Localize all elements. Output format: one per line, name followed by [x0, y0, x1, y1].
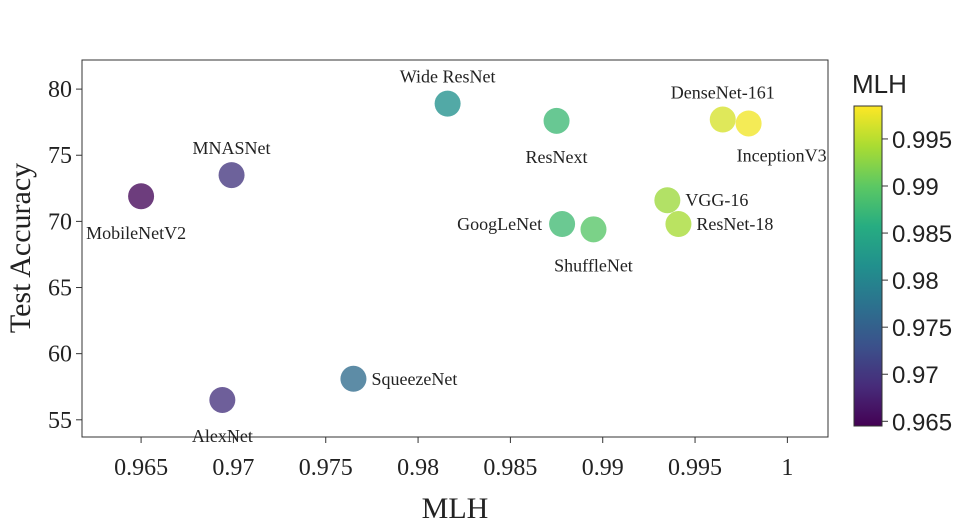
x-tick-label: 0.965 — [114, 455, 168, 481]
point-label: AlexNet — [192, 426, 253, 446]
point-label: VGG-16 — [685, 190, 748, 210]
x-tick-label: 0.975 — [299, 455, 353, 481]
colorbar-tick-label: 0.97 — [892, 362, 939, 389]
y-tick-label: 70 — [48, 209, 72, 235]
point-labels: MobileNetV2 MNASNet AlexNet SqueezeNet Wide … — [86, 67, 826, 446]
x-axis-title: MLH — [422, 492, 489, 525]
x-tick-label: 0.995 — [668, 455, 722, 481]
colorbar-tick-label: 0.965 — [892, 409, 952, 436]
plot-area — [81, 59, 829, 438]
point-label: DenseNet-161 — [671, 83, 775, 103]
y-axis-title: Test Accuracy — [4, 163, 37, 333]
x-axis: 0.965 0.97 0.975 0.98 0.985 0.99 0.995 1 — [114, 437, 793, 481]
y-tick-label: 80 — [48, 77, 72, 103]
colorbar-tick-label: 0.98 — [892, 268, 939, 295]
data-point — [434, 90, 461, 117]
data-point — [709, 106, 736, 133]
colorbar-tick-label: 0.985 — [892, 221, 952, 248]
colorbar-title: MLH — [852, 69, 907, 99]
point-label: ShuffleNet — [554, 255, 633, 275]
point-label: GoogLeNet — [457, 214, 542, 234]
point-label: ResNet-18 — [696, 214, 773, 234]
y-tick-label: 75 — [48, 143, 72, 169]
data-point — [654, 187, 681, 214]
y-tick-label: 55 — [48, 408, 72, 434]
colorbar-tick-label: 0.995 — [892, 127, 952, 154]
x-tick-label: 0.97 — [212, 455, 254, 481]
x-tick-label: 0.99 — [582, 455, 624, 481]
data-point — [209, 386, 236, 413]
data-points — [128, 90, 762, 413]
data-point — [340, 365, 367, 392]
colorbar-tick-label: 0.99 — [892, 174, 939, 201]
data-point — [580, 216, 607, 243]
colorbar-tick-label: 0.975 — [892, 315, 952, 342]
point-label: MNASNet — [193, 138, 271, 158]
point-label: InceptionV3 — [737, 145, 827, 165]
y-axis: 55 60 65 70 75 80 — [48, 77, 82, 434]
point-label: SqueezeNet — [371, 369, 457, 389]
data-point — [549, 211, 576, 238]
colorbar-ticks: 0.965 0.97 0.975 0.98 0.985 0.99 0.995 — [882, 127, 952, 436]
y-tick-label: 60 — [48, 342, 72, 368]
point-label: ResNext — [526, 147, 588, 167]
x-tick-label: 1 — [781, 455, 793, 481]
point-label: Wide ResNet — [400, 67, 496, 87]
point-label: MobileNetV2 — [86, 223, 186, 243]
data-point — [665, 211, 692, 238]
data-point — [735, 110, 762, 137]
x-tick-label: 0.985 — [483, 455, 537, 481]
colorbar — [853, 105, 883, 427]
y-tick-label: 65 — [48, 276, 72, 302]
data-point — [218, 162, 245, 189]
data-point — [128, 183, 155, 210]
x-tick-label: 0.98 — [397, 455, 439, 481]
data-point — [543, 107, 570, 134]
